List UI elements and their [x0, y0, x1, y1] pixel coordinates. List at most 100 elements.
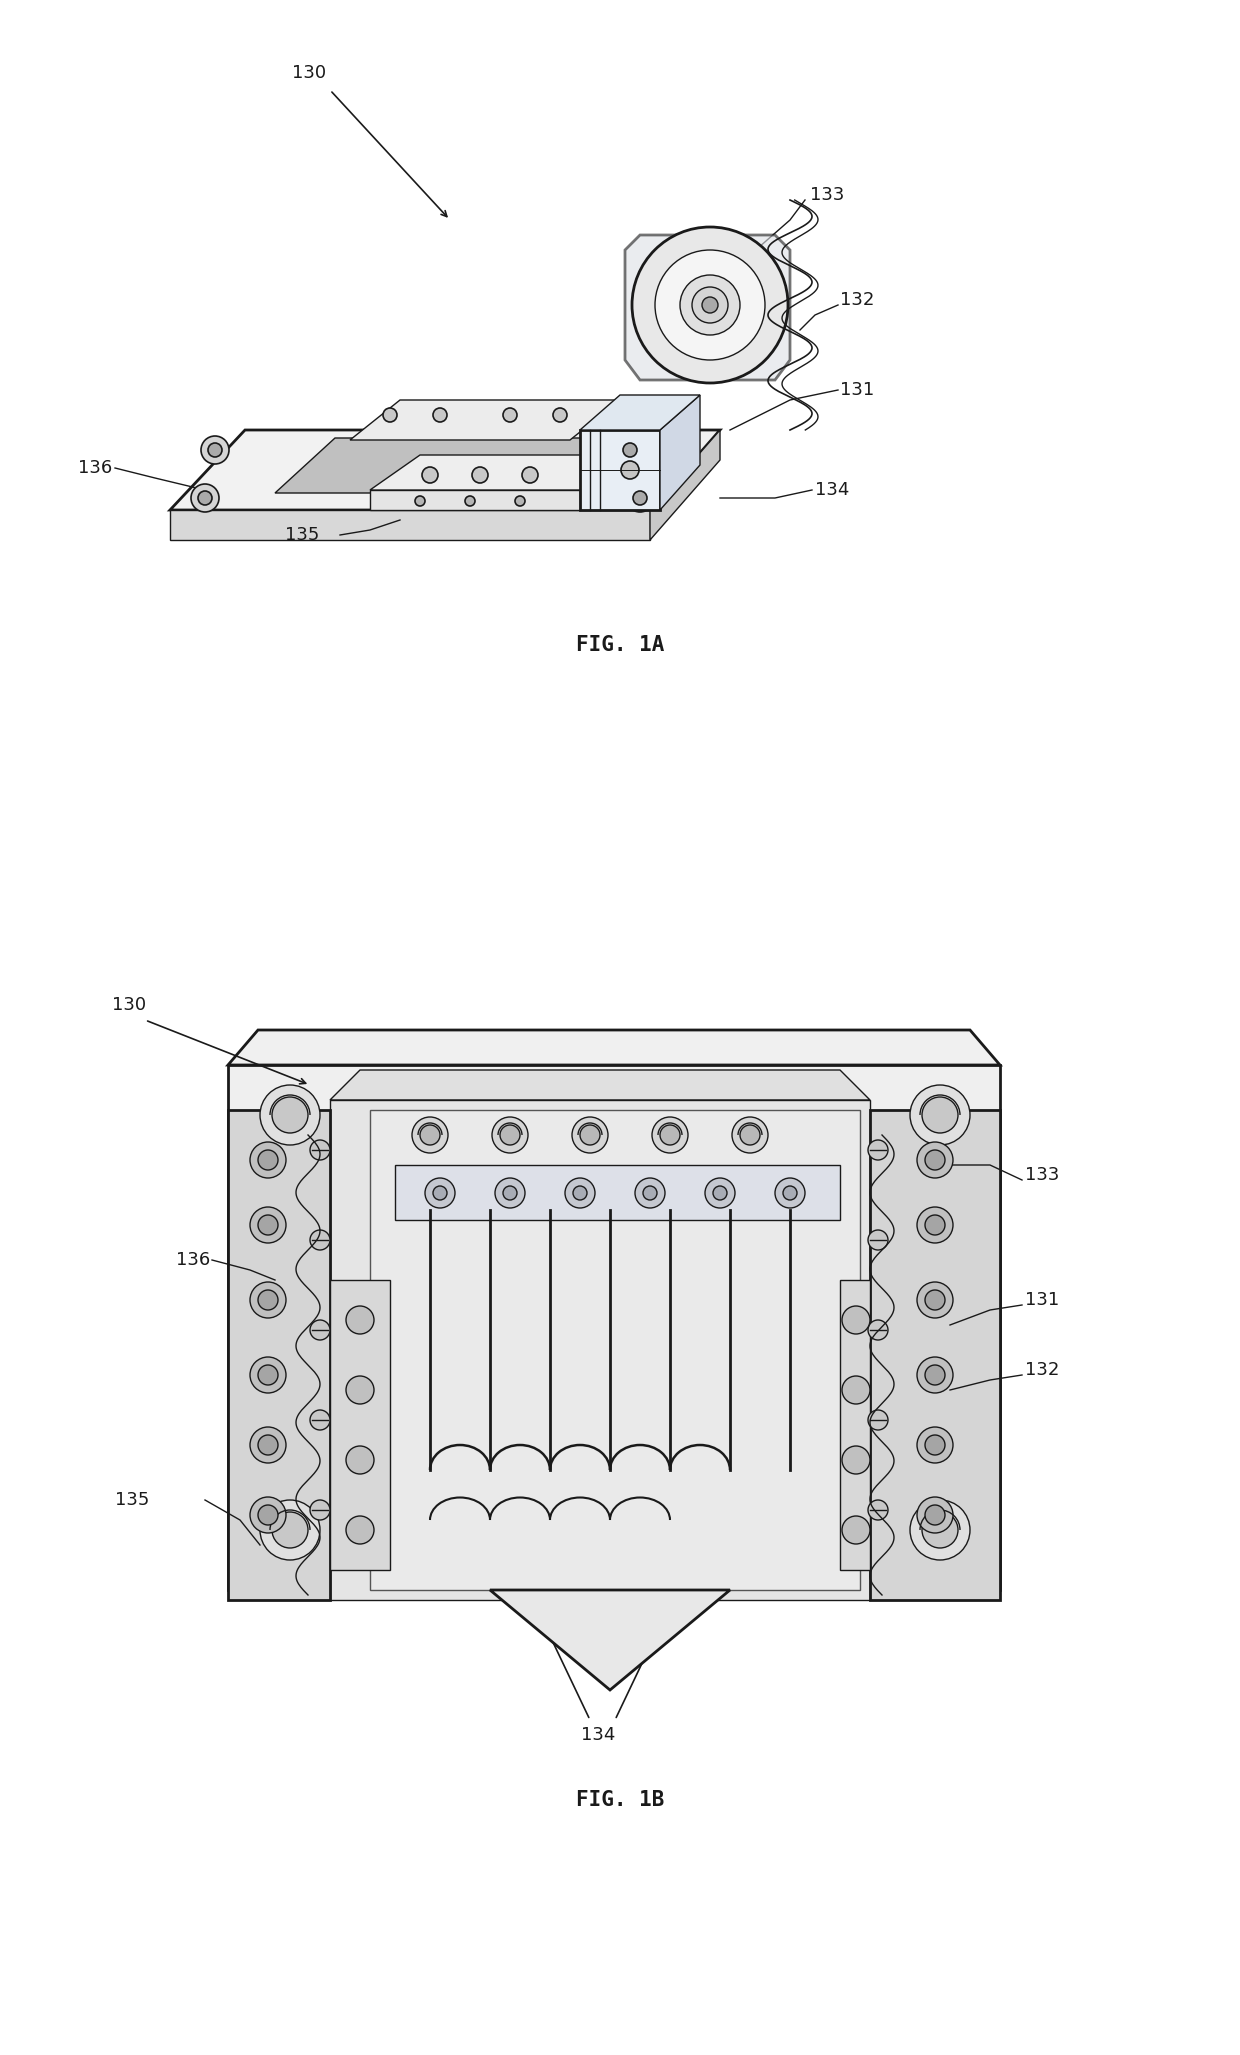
- Circle shape: [420, 1124, 440, 1145]
- Circle shape: [433, 1186, 446, 1200]
- Text: 133: 133: [810, 187, 844, 203]
- Circle shape: [680, 275, 740, 335]
- Circle shape: [258, 1215, 278, 1235]
- Circle shape: [842, 1447, 870, 1473]
- Circle shape: [925, 1215, 945, 1235]
- Polygon shape: [370, 489, 580, 510]
- Circle shape: [346, 1447, 374, 1473]
- Circle shape: [706, 1178, 735, 1208]
- Circle shape: [310, 1231, 330, 1249]
- Circle shape: [258, 1434, 278, 1455]
- Circle shape: [910, 1500, 970, 1560]
- Circle shape: [465, 495, 475, 506]
- Polygon shape: [228, 1030, 999, 1064]
- Circle shape: [918, 1143, 954, 1178]
- Polygon shape: [330, 1280, 391, 1570]
- Circle shape: [515, 495, 525, 506]
- Circle shape: [572, 1118, 608, 1153]
- Circle shape: [201, 436, 229, 464]
- Text: FIG. 1B: FIG. 1B: [575, 1790, 665, 1810]
- Polygon shape: [350, 401, 620, 440]
- Text: 130: 130: [291, 64, 326, 82]
- Circle shape: [310, 1141, 330, 1159]
- Circle shape: [925, 1291, 945, 1309]
- Text: 136: 136: [78, 458, 112, 477]
- Circle shape: [553, 409, 567, 421]
- Circle shape: [415, 495, 425, 506]
- Polygon shape: [228, 1110, 330, 1601]
- Text: 136: 136: [176, 1251, 210, 1270]
- Circle shape: [702, 298, 718, 312]
- Circle shape: [208, 444, 222, 456]
- Circle shape: [635, 1178, 665, 1208]
- Circle shape: [310, 1500, 330, 1521]
- Circle shape: [923, 1512, 959, 1547]
- Circle shape: [495, 1178, 525, 1208]
- Polygon shape: [625, 234, 790, 380]
- Circle shape: [573, 1186, 587, 1200]
- Circle shape: [580, 1124, 600, 1145]
- Circle shape: [782, 1186, 797, 1200]
- Circle shape: [698, 294, 722, 316]
- Circle shape: [250, 1206, 286, 1243]
- Circle shape: [925, 1151, 945, 1169]
- Circle shape: [310, 1410, 330, 1430]
- Circle shape: [622, 444, 637, 456]
- Polygon shape: [839, 1280, 870, 1570]
- Polygon shape: [660, 395, 701, 510]
- Text: 131: 131: [1025, 1291, 1059, 1309]
- Circle shape: [346, 1307, 374, 1334]
- Circle shape: [918, 1426, 954, 1463]
- Circle shape: [925, 1365, 945, 1385]
- Circle shape: [732, 1118, 768, 1153]
- Circle shape: [923, 1097, 959, 1132]
- Circle shape: [918, 1282, 954, 1317]
- Circle shape: [258, 1504, 278, 1525]
- Text: FIG. 1A: FIG. 1A: [575, 635, 665, 656]
- Polygon shape: [228, 1064, 999, 1591]
- Polygon shape: [490, 1591, 730, 1689]
- Circle shape: [868, 1231, 888, 1249]
- Text: 135: 135: [115, 1492, 149, 1508]
- Circle shape: [842, 1377, 870, 1404]
- Circle shape: [652, 1118, 688, 1153]
- Circle shape: [250, 1426, 286, 1463]
- Polygon shape: [330, 1099, 870, 1601]
- Circle shape: [565, 1178, 595, 1208]
- Circle shape: [346, 1517, 374, 1543]
- Circle shape: [260, 1085, 320, 1145]
- Circle shape: [616, 436, 644, 464]
- Circle shape: [433, 409, 446, 421]
- Circle shape: [925, 1504, 945, 1525]
- Circle shape: [503, 409, 517, 421]
- Circle shape: [660, 1124, 680, 1145]
- Circle shape: [191, 485, 219, 512]
- Circle shape: [868, 1319, 888, 1340]
- Circle shape: [692, 288, 728, 323]
- Circle shape: [503, 1186, 517, 1200]
- Circle shape: [925, 1434, 945, 1455]
- Circle shape: [740, 1124, 760, 1145]
- Circle shape: [383, 409, 397, 421]
- Polygon shape: [170, 429, 720, 510]
- Circle shape: [655, 251, 765, 360]
- Text: 134: 134: [815, 481, 849, 499]
- Circle shape: [644, 1186, 657, 1200]
- Circle shape: [425, 1178, 455, 1208]
- Circle shape: [272, 1512, 308, 1547]
- Polygon shape: [580, 429, 660, 510]
- Circle shape: [346, 1377, 374, 1404]
- Text: 134: 134: [580, 1726, 615, 1745]
- Circle shape: [310, 1319, 330, 1340]
- Text: 135: 135: [285, 526, 320, 545]
- Circle shape: [868, 1500, 888, 1521]
- Circle shape: [842, 1307, 870, 1334]
- Circle shape: [258, 1291, 278, 1309]
- Circle shape: [272, 1097, 308, 1132]
- Polygon shape: [370, 454, 630, 489]
- Circle shape: [713, 1186, 727, 1200]
- Circle shape: [868, 1410, 888, 1430]
- Circle shape: [250, 1496, 286, 1533]
- Circle shape: [250, 1143, 286, 1178]
- Polygon shape: [330, 1071, 870, 1099]
